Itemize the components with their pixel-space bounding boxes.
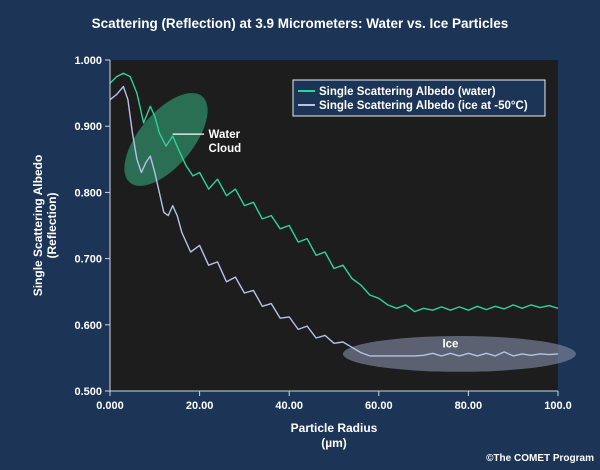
x-tick-label: 40.00	[275, 400, 303, 412]
annotation-label-layer: Water Cloud Ice	[172, 129, 458, 350]
y-tick-label: 1.000	[74, 55, 102, 67]
x-tick-label: 80.00	[455, 400, 483, 412]
series-layer	[109, 72, 559, 357]
y-tick-label: 0.800	[74, 187, 102, 199]
y-tick-label: 0.500	[74, 386, 102, 398]
credit-text: ©The COMET Program	[486, 453, 594, 464]
chart-title: Scattering (Reflection) at 3.9 Micromete…	[91, 16, 509, 31]
x-tick-label: 60.00	[365, 400, 393, 412]
x-tick-label: 100.0	[544, 400, 572, 412]
y-tick-label: 0.900	[74, 121, 102, 133]
x-tick-label: 20.00	[186, 400, 214, 412]
y-axis-title: Single Scattering Albedo	[31, 155, 45, 297]
x-axis-title: Particle Radius	[291, 421, 378, 435]
series-line-ice	[109, 85, 559, 357]
ice-label: Ice	[442, 338, 458, 350]
legend-label: Single Scattering Albedo (water)	[319, 86, 496, 98]
x-axis-unit: (µm)	[321, 436, 347, 450]
axis-layer: 0.500 0.600 0.700 0.800 0.900 1.000 0.000 20.00…	[31, 55, 572, 450]
water-cloud-label: Cloud	[209, 143, 242, 155]
water-cloud-label: Water	[209, 129, 241, 141]
y-tick-label: 0.600	[74, 320, 102, 332]
series-line-water	[109, 72, 559, 313]
legend-label: Single Scattering Albedo (ice at -50°C)	[319, 100, 528, 112]
ice-ellipse	[342, 336, 576, 372]
y-axis-subtitle: (Reflection)	[45, 192, 59, 258]
x-tick-label: 0.000	[96, 400, 124, 412]
legend-box	[292, 79, 546, 117]
legend: Single Scattering Albedo (water) Single S…	[292, 79, 546, 117]
y-tick-label: 0.700	[74, 254, 102, 266]
